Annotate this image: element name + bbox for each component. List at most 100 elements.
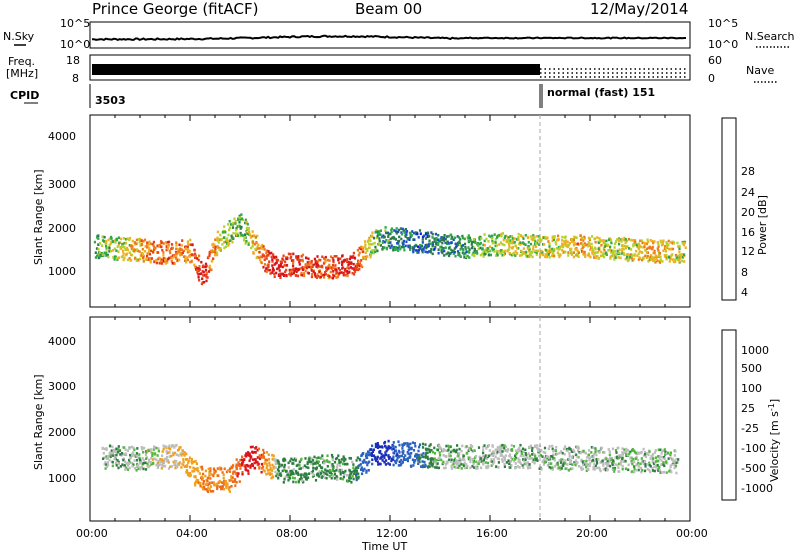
power-cell: [479, 253, 482, 257]
power-cell: [205, 279, 208, 283]
velocity-cell: [380, 452, 383, 456]
velocity-cell: [194, 460, 197, 463]
velocity-cell: [315, 456, 318, 460]
velocity-cell: [102, 457, 105, 460]
power-cell: [474, 241, 477, 244]
velocity-cell: [182, 452, 185, 456]
power-cell: [239, 231, 242, 235]
power-cell: [105, 250, 108, 253]
velocity-cell: [114, 461, 118, 465]
power-cell: [196, 266, 199, 270]
power-cell: [109, 249, 112, 253]
velocity-cell: [248, 459, 251, 463]
velocity-cell: [434, 466, 437, 469]
velocity-cell: [299, 458, 303, 462]
power-cell: [358, 264, 361, 268]
power-cell: [632, 243, 635, 246]
velocity-cell: [113, 450, 116, 453]
power-cell: [374, 231, 377, 234]
power-cell: [423, 234, 426, 238]
velocity-cell: [450, 467, 454, 470]
power-cell: [206, 276, 209, 279]
power-cell: [387, 239, 390, 242]
power-cell: [671, 240, 674, 244]
velocity-cell: [326, 454, 329, 457]
velocity-cell: [614, 463, 617, 466]
velocity-cell: [406, 442, 409, 445]
power-cell: [426, 232, 429, 236]
velocity-cell: [153, 457, 156, 460]
velocity-cell: [512, 445, 516, 448]
velocity-cell: [282, 481, 285, 484]
velocity-cell: [652, 462, 656, 465]
power-cell: [339, 257, 342, 260]
velocity-cell: [219, 480, 222, 484]
velocity-cell: [488, 454, 491, 458]
velocity-cell: [346, 462, 349, 466]
power-cell: [597, 241, 600, 245]
velocity-cell: [388, 463, 391, 466]
power-cell: [638, 250, 641, 253]
velocity-cell: [134, 455, 137, 458]
power-cell: [146, 241, 149, 244]
power-cell: [502, 238, 505, 242]
power-cell: [517, 232, 520, 236]
velocity-cell: [558, 459, 561, 462]
velocity-cell: [495, 465, 498, 468]
velocity-cell: [174, 451, 177, 455]
power-cell: [522, 247, 525, 250]
velocity-cell: [416, 453, 419, 457]
power-cell: [555, 242, 558, 246]
velocity-cell: [292, 462, 295, 465]
velocity-cell: [272, 465, 275, 468]
power-cell: [467, 237, 470, 240]
velocity-cell: [136, 458, 139, 462]
power-cell: [292, 252, 295, 256]
velocity-cell: [436, 448, 439, 452]
power-cell: [93, 240, 96, 244]
power-cell: [561, 242, 564, 246]
power-cell: [431, 236, 434, 239]
power-cell: [189, 238, 192, 242]
velocity-cell: [218, 468, 221, 471]
power-cell: [384, 229, 387, 232]
power-cell: [632, 257, 635, 261]
power-cell: [357, 259, 360, 263]
velocity-cell: [577, 464, 581, 468]
power-cell: [138, 237, 142, 241]
velocity-cell: [124, 452, 128, 456]
power-cell: [124, 248, 127, 251]
power-cell: [343, 270, 346, 273]
power-cell: [281, 272, 284, 276]
power-cell: [448, 247, 451, 250]
velocity-cell: [455, 459, 458, 462]
velocity-cell: [315, 466, 318, 469]
power-cell: [522, 241, 525, 244]
power-cell: [535, 251, 538, 254]
power-cell: [285, 268, 288, 272]
power-cell: [470, 246, 473, 250]
velocity-cell: [564, 459, 567, 462]
power-cell: [167, 240, 170, 244]
power-cell: [276, 267, 279, 271]
power-cell: [417, 245, 420, 249]
power-cell: [237, 234, 240, 237]
power-cell: [137, 258, 140, 262]
power-cell: [253, 234, 256, 237]
velocity-cell: [245, 452, 248, 455]
power-cell: [94, 251, 97, 254]
velocity-cell: [355, 466, 358, 469]
power-cell: [184, 245, 187, 248]
power-cell: [620, 244, 624, 247]
power-cell: [548, 245, 551, 248]
power-cell: [138, 250, 141, 253]
power-cell: [572, 238, 575, 241]
velocity-cell: [148, 458, 151, 462]
power-cell: [148, 247, 151, 251]
velocity-cell: [490, 464, 493, 467]
power-cell: [120, 247, 123, 250]
power-cell: [252, 240, 255, 244]
power-cell: [356, 268, 360, 272]
velocity-cell: [155, 446, 158, 450]
power-cell: [336, 271, 339, 274]
